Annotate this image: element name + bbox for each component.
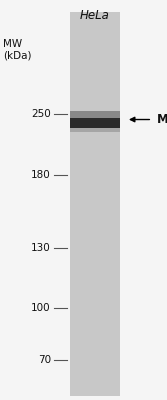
- Bar: [70, 128, 120, 132]
- Bar: [70, 12, 120, 396]
- Text: HeLa: HeLa: [80, 9, 110, 22]
- Text: 100: 100: [31, 303, 51, 313]
- Bar: [70, 111, 120, 118]
- Text: MYH10: MYH10: [157, 113, 167, 126]
- Text: 130: 130: [31, 243, 51, 253]
- Text: 70: 70: [38, 354, 51, 364]
- Text: MW
(kDa): MW (kDa): [3, 39, 32, 60]
- Text: 250: 250: [31, 109, 51, 119]
- Text: 180: 180: [31, 170, 51, 180]
- Bar: [70, 118, 120, 128]
